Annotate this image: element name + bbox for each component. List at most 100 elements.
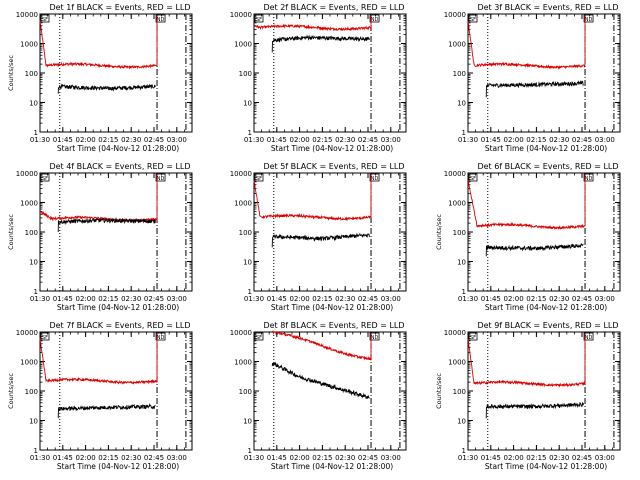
label-box-frame xyxy=(40,173,50,182)
y-tick-label: 1000 xyxy=(20,41,38,49)
y-tick-label: 1 xyxy=(462,447,466,455)
chart-panel-6: Det 6f BLACK = Events, RED = LLD Start Ti… xyxy=(435,162,621,312)
sf-label-box: SF xyxy=(40,173,50,182)
plot-frame xyxy=(467,331,621,451)
plot-frame xyxy=(467,13,621,133)
x-tick-label: 01:30 xyxy=(244,454,264,462)
y-tick-label: 100 xyxy=(453,229,466,237)
x-tick-label: 02:00 xyxy=(504,295,524,303)
label-box-frame xyxy=(155,14,166,23)
x-tick-label: 02:15 xyxy=(312,295,332,303)
x-tick-label: 02:00 xyxy=(290,136,310,144)
y-tick-label: 100 xyxy=(239,229,252,237)
nd-label-box: ND xyxy=(369,173,380,182)
y-tick-label: 1000 xyxy=(20,359,38,367)
sf-label: SF xyxy=(256,17,262,23)
y-tick-label: 1 xyxy=(34,288,38,296)
events-rate-series xyxy=(485,401,584,419)
events-rate-series xyxy=(57,217,156,233)
x-tick-label: 03:00 xyxy=(595,136,615,144)
label-box-frame xyxy=(369,332,380,341)
x-tick-label: 02:15 xyxy=(98,136,118,144)
y-tick-label: 1 xyxy=(462,129,466,137)
nd-label: ND xyxy=(371,335,379,341)
x-tick-label: 03:00 xyxy=(167,454,187,462)
y-tick-label: 1 xyxy=(462,288,466,296)
x-tick-label: 01:45 xyxy=(267,295,287,303)
x-tick-label: 02:30 xyxy=(549,295,569,303)
x-tick-label: 03:00 xyxy=(167,136,187,144)
x-tick-label: 03:00 xyxy=(167,295,187,303)
x-tick-label: 03:00 xyxy=(595,295,615,303)
chart-panel-1: Det 1f BLACK = Events, RED = LLD Start Ti… xyxy=(7,3,193,153)
x-tick-label: 02:15 xyxy=(526,295,546,303)
x-tick-label: 03:00 xyxy=(381,454,401,462)
label-box-frame xyxy=(254,14,264,23)
x-tick-label: 02:00 xyxy=(76,136,96,144)
y-tick-label: 10000 xyxy=(444,170,466,178)
nd-label-box: ND xyxy=(583,332,594,341)
x-tick-label: 01:45 xyxy=(481,136,501,144)
sf-label: SF xyxy=(470,335,476,341)
x-axis-label: Start Time (04-Nov-12 01:28:00) xyxy=(485,462,607,471)
x-axis-label: Start Time (04-Nov-12 01:28:00) xyxy=(485,144,607,153)
chart-title: Det 7f BLACK = Events, RED = LLD xyxy=(49,321,190,330)
y-tick-label: 100 xyxy=(453,388,466,396)
x-tick-label: 02:00 xyxy=(504,454,524,462)
plot-frame xyxy=(39,331,193,451)
nd-label-box: ND xyxy=(155,173,166,182)
y-tick-label: 1 xyxy=(248,447,252,455)
nd-label: ND xyxy=(585,335,593,341)
x-tick-label: 02:15 xyxy=(526,136,546,144)
x-tick-label: 01:45 xyxy=(267,454,287,462)
x-tick-label: 02:15 xyxy=(312,454,332,462)
plot-frame xyxy=(39,172,193,292)
x-tick-label: 01:30 xyxy=(458,295,478,303)
nd-label-box: ND xyxy=(369,332,380,341)
nd-label: ND xyxy=(157,176,165,182)
plot-frame xyxy=(467,172,621,292)
label-box-frame xyxy=(369,14,380,23)
sf-label-box: SF xyxy=(40,14,50,23)
chart-title: Det 9f BLACK = Events, RED = LLD xyxy=(477,321,618,330)
nd-label: ND xyxy=(157,335,165,341)
x-tick-label: 01:30 xyxy=(30,454,50,462)
y-axis-label: Counts/sec xyxy=(435,373,443,409)
sf-label: SF xyxy=(470,17,476,23)
x-tick-label: 02:30 xyxy=(335,454,355,462)
x-tick-label: 02:15 xyxy=(98,295,118,303)
y-tick-label: 10000 xyxy=(230,11,252,19)
x-axis-label: Start Time (04-Nov-12 01:28:00) xyxy=(485,303,607,312)
x-tick-label: 01:30 xyxy=(458,454,478,462)
label-box-frame xyxy=(369,173,380,182)
lld-rate-series xyxy=(39,333,158,385)
y-tick-label: 1000 xyxy=(234,41,252,49)
x-tick-label: 01:30 xyxy=(244,136,264,144)
y-tick-label: 10 xyxy=(457,100,466,108)
nd-label: ND xyxy=(371,176,379,182)
x-tick-label: 02:45 xyxy=(358,136,378,144)
chart-title: Det 8f BLACK = Events, RED = LLD xyxy=(263,321,404,330)
chart-title: Det 1f BLACK = Events, RED = LLD xyxy=(49,3,190,12)
label-box-frame xyxy=(40,332,50,341)
x-tick-label: 02:00 xyxy=(76,454,96,462)
y-tick-label: 1 xyxy=(248,129,252,137)
y-axis-label: Counts/sec xyxy=(435,214,443,250)
y-tick-label: 1000 xyxy=(234,200,252,208)
label-box-frame xyxy=(468,332,478,341)
events-rate-series xyxy=(485,80,584,98)
y-axis-label: Counts/sec xyxy=(7,214,15,250)
label-box-frame xyxy=(254,332,264,341)
y-tick-label: 10 xyxy=(29,100,38,108)
chart-title: Det 6f BLACK = Events, RED = LLD xyxy=(477,162,618,171)
chart-panel-8: Det 8f BLACK = Events, RED = LLD Start Ti… xyxy=(230,321,407,471)
sf-label: SF xyxy=(256,335,262,341)
events-rate-series xyxy=(271,361,370,399)
y-tick-label: 10000 xyxy=(444,11,466,19)
y-tick-label: 100 xyxy=(453,70,466,78)
x-tick-label: 02:30 xyxy=(121,295,141,303)
sf-label: SF xyxy=(42,17,48,23)
chart-title: Det 5f BLACK = Events, RED = LLD xyxy=(263,162,404,171)
nd-label-box: ND xyxy=(155,332,166,341)
